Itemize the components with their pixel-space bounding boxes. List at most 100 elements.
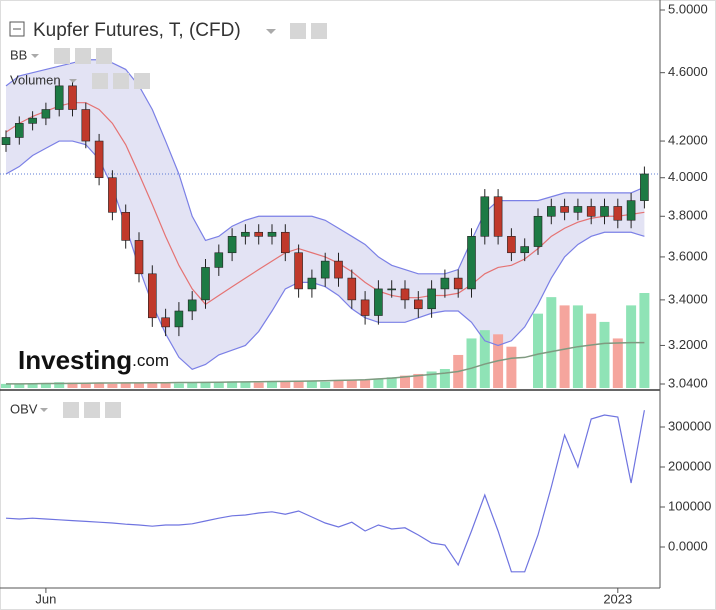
volume-bar bbox=[333, 380, 344, 388]
volume-bar bbox=[546, 297, 557, 388]
watermark: Investing.com bbox=[18, 345, 169, 375]
eye-icon[interactable] bbox=[92, 73, 108, 89]
candle-body bbox=[254, 231, 263, 237]
volume-bar bbox=[240, 382, 251, 388]
candle-body bbox=[94, 140, 104, 179]
y-tick-label: 300000 bbox=[668, 418, 711, 433]
candle-body bbox=[148, 273, 157, 319]
volume-bar bbox=[506, 346, 517, 388]
candle-body bbox=[214, 252, 224, 268]
volume-bar bbox=[320, 381, 331, 388]
candle-body bbox=[187, 299, 197, 312]
volume-bar bbox=[27, 383, 38, 388]
candle-body bbox=[613, 206, 623, 221]
candle-body bbox=[560, 206, 569, 213]
candle-body bbox=[267, 231, 277, 237]
chart-title: Kupfer Futures, T, (CFD) bbox=[33, 20, 241, 41]
volume-bar bbox=[466, 338, 477, 388]
settings-icon[interactable] bbox=[113, 73, 129, 89]
settings-icon[interactable] bbox=[75, 48, 91, 64]
volume-bar bbox=[14, 384, 25, 388]
volume-bar bbox=[360, 379, 371, 388]
candle-body bbox=[600, 206, 609, 217]
volume-bar bbox=[426, 371, 437, 388]
volume-ma-line bbox=[6, 341, 645, 385]
volume-bar bbox=[386, 377, 397, 388]
y-tick-label: 4.2000 bbox=[668, 132, 708, 147]
candle-body bbox=[387, 288, 397, 291]
candle-body bbox=[400, 288, 410, 301]
volume-bar bbox=[134, 383, 144, 388]
volume-bar bbox=[54, 382, 65, 388]
eye-icon[interactable] bbox=[54, 48, 70, 64]
candle-body bbox=[413, 299, 423, 310]
volume-bar bbox=[107, 383, 118, 388]
candle-body bbox=[54, 85, 64, 110]
volume-bar bbox=[80, 383, 91, 388]
settings-icon[interactable] bbox=[311, 23, 327, 39]
candle-body bbox=[121, 212, 130, 241]
bb-label: BB bbox=[10, 47, 27, 62]
candle-body bbox=[108, 177, 117, 213]
candle-body bbox=[374, 288, 383, 316]
dropdown-arrow[interactable] bbox=[69, 79, 77, 83]
volume-bar bbox=[40, 383, 51, 388]
settings-icon[interactable] bbox=[84, 402, 100, 418]
close-icon[interactable] bbox=[105, 402, 121, 418]
volume-bar bbox=[200, 382, 211, 388]
close-icon[interactable] bbox=[134, 73, 150, 89]
candle-body bbox=[280, 231, 290, 254]
candle-body bbox=[81, 109, 91, 142]
candle-body bbox=[586, 206, 596, 217]
y-tick-label: 3.2000 bbox=[668, 337, 708, 352]
candle-body bbox=[174, 310, 184, 328]
volume-bar bbox=[479, 330, 490, 388]
candle-body bbox=[134, 240, 144, 275]
candle-body bbox=[573, 206, 583, 213]
volume-bar bbox=[559, 305, 570, 388]
y-tick-label: 4.6000 bbox=[668, 64, 708, 79]
price-pane bbox=[0, 59, 660, 388]
obv-label: OBV bbox=[10, 401, 38, 416]
volume-bar bbox=[293, 380, 304, 388]
volume-bar bbox=[280, 380, 291, 388]
candle-body bbox=[41, 109, 51, 119]
volume-bar bbox=[599, 321, 610, 388]
volume-bar bbox=[213, 381, 224, 388]
y-tick-label: 3.8000 bbox=[668, 208, 708, 223]
close-icon[interactable] bbox=[96, 48, 112, 64]
candle-body bbox=[640, 173, 649, 201]
candle-body bbox=[201, 267, 210, 301]
volume-bar bbox=[1, 383, 11, 388]
volume-label: Volumen bbox=[10, 72, 61, 87]
volume-bar bbox=[267, 381, 277, 388]
collapse-icon[interactable] bbox=[9, 21, 25, 37]
volume-bar bbox=[639, 293, 650, 388]
volume-bar bbox=[253, 382, 264, 388]
y-tick-label: 200000 bbox=[668, 458, 711, 473]
dropdown-arrow[interactable] bbox=[31, 54, 39, 58]
candle-body bbox=[227, 236, 237, 254]
candle-body bbox=[520, 246, 530, 254]
bb-upper bbox=[5, 59, 645, 275]
dropdown-arrow[interactable] bbox=[266, 29, 276, 34]
eye-icon[interactable] bbox=[290, 23, 306, 39]
dropdown-arrow[interactable] bbox=[40, 408, 48, 412]
candle-body bbox=[307, 277, 317, 290]
volume-bar bbox=[373, 378, 384, 388]
candle-body bbox=[347, 277, 357, 301]
y-tick-label: 0.0000 bbox=[668, 538, 708, 553]
bb-fill bbox=[6, 59, 645, 370]
x-tick-label: Jun bbox=[35, 591, 56, 606]
candle-body bbox=[1, 137, 11, 145]
volume-bar bbox=[187, 383, 198, 388]
volume-bar bbox=[94, 383, 105, 388]
y-tick-label: 4.0000 bbox=[668, 169, 708, 184]
volume-bar bbox=[120, 383, 131, 388]
candle-body bbox=[453, 277, 463, 290]
y-tick-label: 3.4000 bbox=[668, 291, 708, 306]
volume-bar bbox=[67, 382, 78, 388]
volume-bar bbox=[173, 383, 184, 388]
eye-icon[interactable] bbox=[63, 402, 79, 418]
